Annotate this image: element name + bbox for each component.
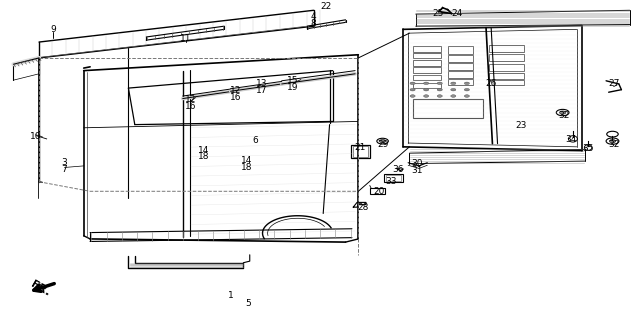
Circle shape: [437, 82, 442, 85]
Bar: [489, 45, 524, 52]
Text: 34: 34: [565, 135, 577, 145]
Circle shape: [380, 139, 386, 143]
Circle shape: [451, 95, 456, 97]
Text: 24: 24: [452, 9, 463, 18]
Text: 32: 32: [558, 111, 570, 120]
Text: 33: 33: [386, 177, 397, 186]
Circle shape: [424, 95, 429, 97]
Bar: [353, 146, 368, 157]
Bar: [413, 99, 483, 118]
Bar: [413, 75, 442, 80]
Circle shape: [437, 88, 442, 91]
Text: 29: 29: [377, 140, 388, 149]
Text: 3: 3: [61, 158, 67, 167]
Text: 32: 32: [608, 140, 620, 149]
Text: 11: 11: [180, 34, 191, 43]
Text: 30: 30: [412, 159, 423, 168]
Text: 22: 22: [321, 2, 332, 11]
Bar: [413, 60, 442, 65]
Text: 6: 6: [252, 136, 258, 145]
Bar: [448, 79, 473, 85]
Text: 18: 18: [241, 163, 252, 172]
Text: 20: 20: [373, 188, 385, 197]
Circle shape: [465, 82, 469, 85]
Text: 5: 5: [246, 299, 252, 308]
Text: 12: 12: [230, 86, 241, 95]
Text: 8: 8: [311, 19, 317, 28]
Bar: [448, 56, 473, 62]
Bar: [489, 79, 524, 85]
Text: 26: 26: [486, 79, 497, 88]
Text: 25: 25: [433, 9, 444, 18]
Circle shape: [410, 82, 415, 85]
Text: 14: 14: [241, 156, 252, 165]
Bar: [489, 54, 524, 61]
Text: 16: 16: [185, 102, 196, 111]
Circle shape: [609, 139, 616, 143]
Bar: [448, 71, 473, 78]
Text: 4: 4: [311, 11, 316, 20]
Circle shape: [559, 111, 566, 114]
Circle shape: [410, 95, 415, 97]
Bar: [489, 64, 524, 70]
Bar: [386, 175, 401, 182]
Bar: [489, 73, 524, 78]
Text: 13: 13: [255, 79, 267, 88]
Text: 1: 1: [228, 291, 234, 300]
Circle shape: [424, 82, 429, 85]
Bar: [384, 174, 403, 182]
Bar: [370, 188, 385, 195]
Text: 17: 17: [255, 86, 267, 95]
Text: 35: 35: [582, 144, 594, 152]
Text: 27: 27: [608, 79, 620, 88]
Bar: [448, 47, 473, 54]
Circle shape: [451, 82, 456, 85]
Bar: [413, 46, 442, 52]
Circle shape: [410, 88, 415, 91]
Text: 16: 16: [230, 93, 241, 102]
Circle shape: [424, 88, 429, 91]
Text: 31: 31: [412, 166, 423, 175]
Circle shape: [451, 88, 456, 91]
Text: 15: 15: [287, 76, 299, 85]
Text: 12: 12: [186, 95, 196, 104]
Text: 21: 21: [354, 143, 365, 152]
Text: 14: 14: [198, 145, 209, 154]
Text: FR.: FR.: [29, 279, 52, 298]
Circle shape: [437, 95, 442, 97]
Text: 19: 19: [287, 83, 299, 92]
Bar: [351, 145, 370, 158]
Text: 9: 9: [50, 25, 56, 34]
Text: 18: 18: [198, 152, 209, 161]
Text: 23: 23: [515, 121, 527, 130]
Text: 28: 28: [358, 203, 369, 212]
Text: 36: 36: [392, 165, 404, 174]
Circle shape: [465, 88, 469, 91]
Bar: [413, 67, 442, 73]
Circle shape: [465, 95, 469, 97]
Text: 10: 10: [30, 132, 42, 141]
Bar: [413, 83, 442, 88]
Text: 7: 7: [61, 165, 67, 174]
Bar: [413, 53, 442, 58]
Bar: [448, 63, 473, 70]
